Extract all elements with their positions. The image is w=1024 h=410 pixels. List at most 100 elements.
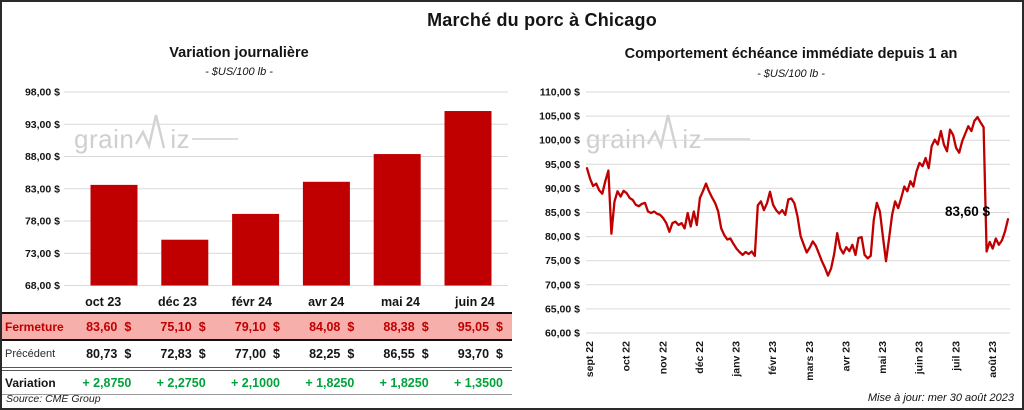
cell-number: 75,10: [160, 319, 192, 334]
cell-number: + 1,8250: [379, 375, 429, 390]
value-cell: + 1,3500: [437, 371, 512, 395]
value-cell: 82,25 $: [289, 341, 364, 371]
value-cell: + 2,8750: [66, 371, 141, 395]
currency-symbol: $: [421, 319, 429, 334]
x-axis-tick-label: sept 22: [584, 341, 596, 377]
currency-symbol: $: [198, 319, 206, 334]
y-axis-tick-label: 73,00 $: [25, 248, 60, 260]
y-axis-tick-label: 60,00 $: [545, 328, 580, 340]
last-price-annotation: 83,60 $: [945, 204, 991, 219]
row-label-ferm: Fermeture: [2, 312, 66, 341]
watermark-rule: [704, 138, 751, 140]
watermark-text: grain: [74, 124, 135, 154]
currency-symbol: $: [347, 319, 355, 334]
x-axis-tick-label: oct 22: [621, 341, 633, 372]
x-axis-tick-label: déc 22: [694, 341, 706, 374]
currency-symbol: $: [124, 347, 132, 361]
currency-symbol: $: [496, 319, 503, 334]
value-cell: 75,10 $: [140, 312, 215, 341]
month-header: déc 23: [158, 294, 197, 309]
cell-number: 79,10: [234, 319, 267, 334]
bar-avr 24: [302, 181, 350, 286]
bar-chart-title: Variation journalière: [169, 45, 309, 61]
cell-number: 86,55: [383, 347, 415, 361]
watermark-text: iz: [682, 124, 703, 154]
x-axis-tick-label: juil 23: [950, 341, 962, 372]
value-cell: 86,55 $: [363, 341, 438, 371]
updated-note: Mise à jour: mer 30 août 2023: [867, 392, 1014, 404]
zigzag-line-icon: [647, 114, 678, 150]
y-axis-tick-label: 110,00 $: [540, 87, 580, 99]
cell-number: + 1,8250: [305, 375, 355, 390]
watermark-rule: [192, 138, 239, 140]
currency-symbol: $: [347, 347, 355, 361]
y-axis-tick-label: 80,00 $: [545, 231, 580, 243]
currency-symbol: $: [198, 347, 206, 361]
row-label-var: Variation: [2, 371, 66, 395]
month-header: oct 23: [85, 294, 122, 309]
page-title: Marché du porc à Chicago: [427, 10, 657, 30]
value-cell: 77,00 $: [214, 341, 289, 371]
currency-symbol: $: [273, 319, 280, 334]
y-axis-tick-label: 88,00 $: [25, 151, 60, 163]
y-axis-tick-label: 70,00 $: [545, 279, 580, 291]
row-label-prec: Précédent: [2, 341, 66, 371]
value-cell: + 2,2750: [140, 371, 215, 395]
front-month-line-chart: 110,00 $ 105,00 $ 100,00 $ 95,00 $ 90,00 $ 85…: [539, 87, 1010, 381]
y-axis-tick-label: 78,00 $: [25, 216, 60, 228]
x-axis-tick-label: juin 23: [914, 341, 926, 375]
line-chart-subtitle: - $US/100 lb -: [757, 68, 825, 80]
bar-juin 24: [444, 111, 492, 286]
line-chart-title: Comportement échéance immédiate depuis 1…: [624, 46, 958, 62]
cell-number: + 2,8750: [82, 375, 132, 390]
cell-number: 82,25: [309, 347, 341, 361]
y-axis-tick-label: 93,00 $: [25, 119, 60, 131]
cell-number: 80,73: [86, 347, 118, 361]
x-axis-tick-label: nov 22: [657, 341, 669, 374]
y-axis-tick-label: 95,00 $: [545, 159, 580, 171]
value-cell: 95,05 $: [437, 312, 512, 341]
y-axis-tick-label: 98,00 $: [25, 87, 60, 99]
month-header: mai 24: [381, 294, 420, 309]
currency-symbol: $: [496, 347, 503, 361]
currency-symbol: $: [421, 347, 429, 361]
value-cell: 79,10 $: [214, 312, 289, 341]
month-header: juin 24: [455, 294, 495, 309]
watermark-text: grain: [586, 124, 647, 154]
value-cell: 80,73 $: [66, 341, 141, 371]
y-axis-tick-label: 83,00 $: [25, 183, 60, 195]
bar-oct 23: [90, 184, 138, 286]
x-axis-tick-label: avr 23: [840, 341, 852, 372]
bar-chart-subtitle: - $US/100 lb -: [205, 66, 273, 78]
source-note: Source: CME Group: [6, 393, 101, 405]
value-cell: + 1,8250: [289, 371, 364, 395]
value-cell: 93,70 $: [437, 341, 512, 371]
month-header: avr 24: [308, 294, 345, 309]
zigzag-line-icon: [135, 114, 166, 150]
x-axis-tick-label: août 23: [987, 341, 999, 378]
x-axis-tick-label: mai 23: [877, 341, 889, 374]
value-cell: 88,38 $: [363, 312, 438, 341]
y-axis-tick-label: 90,00 $: [545, 183, 580, 195]
x-axis-tick-label: févr 23: [767, 341, 779, 375]
cell-number: + 1,3500: [453, 375, 503, 390]
y-axis-tick-label: 105,00 $: [539, 111, 580, 123]
grainwiz-watermark: grain iz: [586, 112, 751, 154]
grainwiz-watermark: grain iz: [74, 112, 239, 154]
value-cell: + 1,8250: [363, 371, 438, 395]
currency-symbol: $: [273, 347, 280, 361]
cell-number: 77,00: [234, 347, 267, 361]
month-header: févr 24: [231, 294, 272, 309]
quotes-table: oct 23 déc 23 févr 24 avr 24 mai 24 juin 24 Fe…: [2, 291, 512, 395]
y-axis-tick-label: 100,00 $: [539, 135, 580, 147]
value-cell: + 2,1000: [214, 371, 289, 395]
value-cell: 83,60 $: [66, 312, 141, 341]
y-axis-tick-label: 75,00 $: [545, 255, 580, 267]
y-axis-tick-label: 65,00 $: [545, 303, 580, 315]
currency-symbol: $: [124, 319, 132, 334]
table-corner-cell: [2, 291, 66, 312]
cell-number: 95,05: [457, 319, 490, 334]
bar-mai 24: [373, 154, 421, 286]
value-cell: 84,08 $: [289, 312, 364, 341]
